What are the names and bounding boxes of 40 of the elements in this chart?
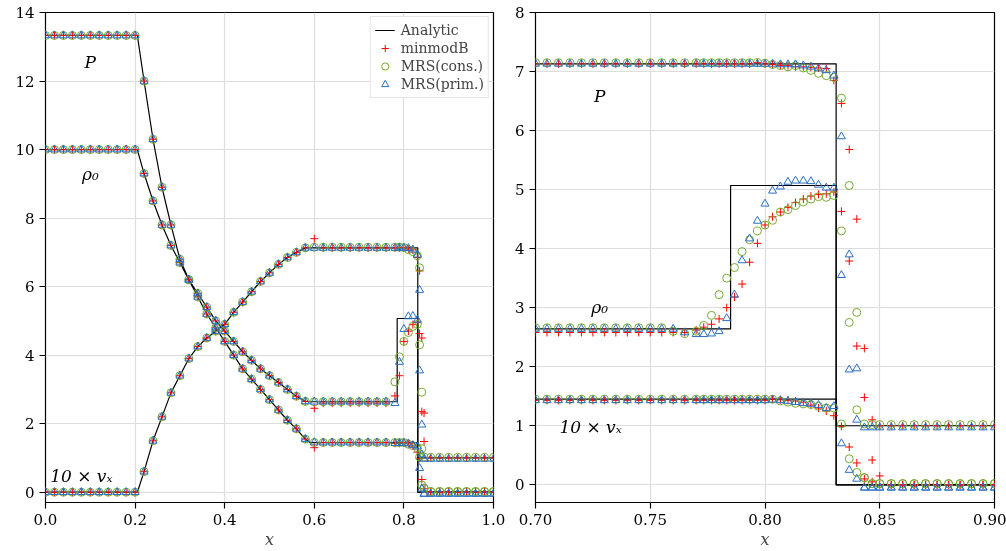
x-tick-label: 0.90 [973,510,1006,529]
y-tick-label: 12 [15,72,35,91]
y-tick-label: 0 [24,483,35,502]
annotation: P [593,85,607,106]
y-tick-label: 5 [514,181,525,200]
y-tick-label: 4 [514,240,525,259]
x-tick-label: 0.80 [748,510,782,529]
y-tick-label: 8 [514,4,525,22]
x-tick-label: 0.0 [33,510,58,529]
y-tick-label: 4 [24,346,35,365]
y-tick-label: 7 [514,63,525,82]
x-tick-label: 0.6 [302,510,327,529]
annotation: 10 × vₓ [559,416,622,437]
x-tick-label: 0.4 [212,510,237,529]
legend-label: MRS(prim.) [400,75,484,93]
y-tick-label: 10 [15,141,35,160]
x-tick-label: 0.70 [518,510,553,529]
x-tick-label: 0.75 [633,510,667,529]
y-tick-label: 14 [15,4,35,22]
y-tick-label: 2 [514,358,525,377]
x-tick-label: 1.0 [481,510,506,529]
y-tick-label: 1 [514,417,525,436]
y-tick-label: 2 [24,415,35,434]
x-axis-title: x [264,529,275,549]
y-tick-label: 0 [514,476,525,495]
legend-label: minmodB [400,39,469,57]
y-tick-label: 6 [24,278,35,297]
y-tick-label: 8 [24,209,35,228]
annotation: ρ₀ [590,296,609,317]
annotation: P [83,51,97,72]
x-tick-label: 0.2 [123,510,148,529]
x-tick-label: 0.8 [391,510,416,529]
x-axis-title: x [760,529,770,549]
annotation: 10 × vₓ [50,465,113,486]
y-tick-label: 3 [514,299,525,318]
x-tick-label: 0.85 [863,510,897,529]
legend-label: MRS(cons.) [400,57,484,75]
legend-label: Analytic [400,21,459,39]
y-tick-label: 6 [514,122,525,141]
annotation: ρ₀ [80,164,99,185]
